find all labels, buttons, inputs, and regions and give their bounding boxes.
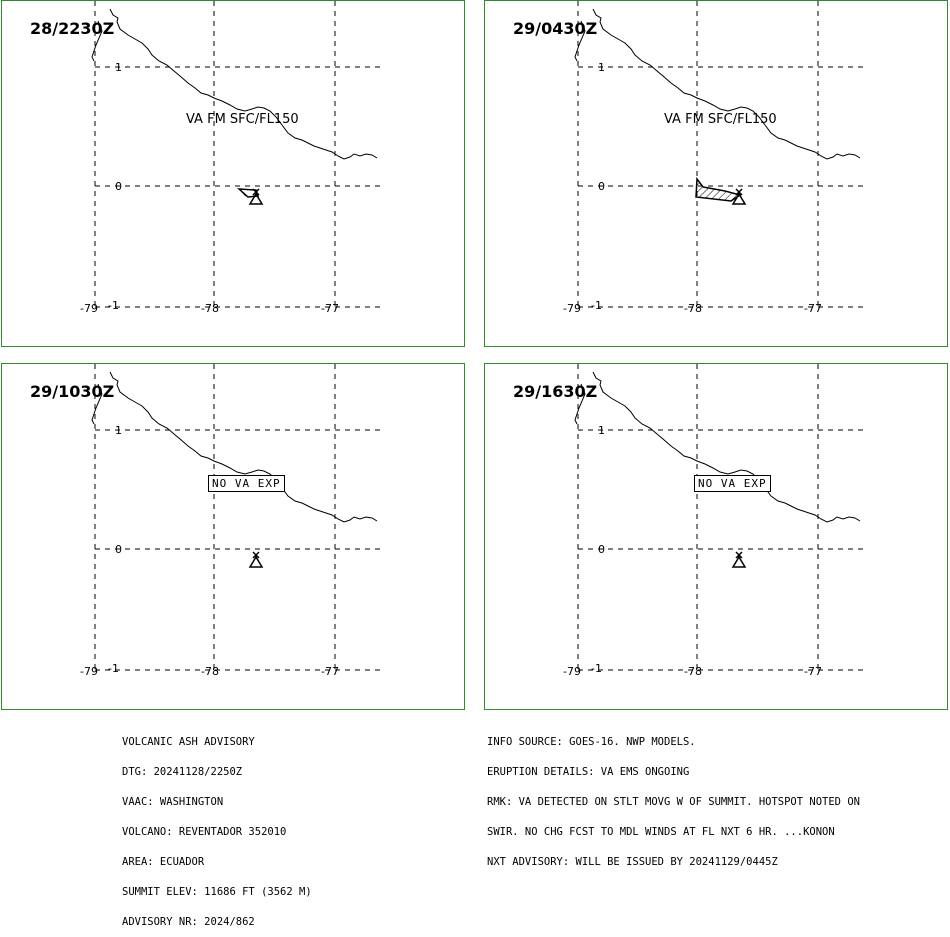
- volcano-eruption-mark: [735, 188, 743, 196]
- lon-label-79: -79: [563, 302, 581, 315]
- forecast-panel-1: 28/2230Z VA FM SFC/FL150 1 0 -1 -79 -78 …: [1, 0, 465, 347]
- lat-label-1: 1: [115, 424, 122, 437]
- lon-label-77: -77: [321, 302, 339, 315]
- panel-time-label: 29/1630Z: [513, 382, 598, 401]
- va-cloud-label: VA FM SFC/FL150: [664, 112, 777, 127]
- lat-label-1: 1: [598, 424, 605, 437]
- lat-label-neg1: -1: [108, 299, 119, 312]
- lat-label-neg1: -1: [591, 299, 602, 312]
- coastline-spur: [574, 383, 586, 425]
- advisory-details-block: INFO SOURCE: GOES-16. NWP MODELS. ERUPTI…: [487, 717, 860, 877]
- advisory-number: ADVISORY NR: 2024/862: [122, 916, 255, 928]
- ash-cloud-hatch: [241, 191, 247, 197]
- volcano-triangle-icon: [731, 192, 747, 205]
- forecast-panel-2: 29/0430Z VA FM SFC/FL150 1 0 -1 -79 -78 …: [484, 0, 948, 347]
- forecast-panel-3: 29/1030Z NO VA EXP 1 0 -1 -79 -78 -77: [1, 363, 465, 710]
- panel-time-label: 29/1030Z: [30, 382, 115, 401]
- advisory-volcano: VOLCANO: REVENTADOR 352010: [122, 826, 287, 838]
- volcano-eruption-mark: [252, 188, 260, 196]
- no-va-expected-box: NO VA EXP: [694, 475, 771, 492]
- lon-label-77: -77: [321, 665, 339, 678]
- map-canvas: [574, 1, 863, 308]
- panel-time-label: 28/2230Z: [30, 19, 115, 38]
- lon-label-79: -79: [563, 665, 581, 678]
- volcano-triangle-icon: [248, 555, 264, 568]
- coastline-spur: [91, 383, 103, 425]
- lat-label-0: 0: [115, 543, 122, 556]
- forecast-panel-4: 29/1630Z NO VA EXP 1 0 -1 -79 -78 -77: [484, 363, 948, 710]
- lon-label-78: -78: [684, 302, 702, 315]
- lon-label-79: -79: [80, 302, 98, 315]
- lon-label-77: -77: [804, 302, 822, 315]
- advisory-info-source: INFO SOURCE: GOES-16. NWP MODELS.: [487, 736, 696, 748]
- advisory-header-block: VOLCANIC ASH ADVISORY DTG: 20241128/2250…: [122, 717, 312, 937]
- advisory-vaac: VAAC: WASHINGTON: [122, 796, 224, 808]
- coastline-spur: [574, 20, 586, 62]
- advisory-area: AREA: ECUADOR: [122, 856, 205, 868]
- lat-label-1: 1: [598, 61, 605, 74]
- lon-label-77: -77: [804, 665, 822, 678]
- advisory-remarks-1: RMK: VA DETECTED ON STLT MOVG W OF SUMMI…: [487, 796, 860, 808]
- advisory-summit-elev: SUMMIT ELEV: 11686 FT (3562 M): [122, 886, 312, 898]
- advisory-dtg: DTG: 20241128/2250Z: [122, 766, 243, 778]
- coastline: [592, 371, 861, 523]
- coastline: [109, 8, 378, 160]
- advisory-remarks-2: SWIR. NO CHG FCST TO MDL WINDS AT FL NXT…: [487, 826, 835, 838]
- coastline: [109, 371, 378, 523]
- volcano-triangle-icon: [248, 192, 264, 205]
- lat-label-0: 0: [598, 180, 605, 193]
- lon-label-79: -79: [80, 665, 98, 678]
- map-canvas: [91, 1, 380, 308]
- lon-label-78: -78: [684, 665, 702, 678]
- coastline: [592, 8, 861, 160]
- coastline-spur: [91, 20, 103, 62]
- lat-label-0: 0: [598, 543, 605, 556]
- advisory-eruption-details: ERUPTION DETAILS: VA EMS ONGOING: [487, 766, 690, 778]
- lon-label-78: -78: [201, 302, 219, 315]
- ash-cloud-polygon: [695, 176, 742, 202]
- panel-time-label: 29/0430Z: [513, 19, 598, 38]
- map-canvas: [91, 364, 380, 671]
- lat-label-0: 0: [115, 180, 122, 193]
- no-va-expected-box: NO VA EXP: [208, 475, 285, 492]
- lon-label-78: -78: [201, 665, 219, 678]
- advisory-title: VOLCANIC ASH ADVISORY: [122, 736, 255, 748]
- volcano-eruption-mark: [252, 551, 260, 559]
- advisory-next: NXT ADVISORY: WILL BE ISSUED BY 20241129…: [487, 856, 778, 868]
- va-cloud-label: VA FM SFC/FL150: [186, 112, 299, 127]
- map-canvas: [574, 364, 863, 671]
- volcano-eruption-mark: [735, 551, 743, 559]
- lat-label-1: 1: [115, 61, 122, 74]
- volcano-triangle-icon: [731, 555, 747, 568]
- lat-label-neg1: -1: [591, 662, 602, 675]
- lat-label-neg1: -1: [108, 662, 119, 675]
